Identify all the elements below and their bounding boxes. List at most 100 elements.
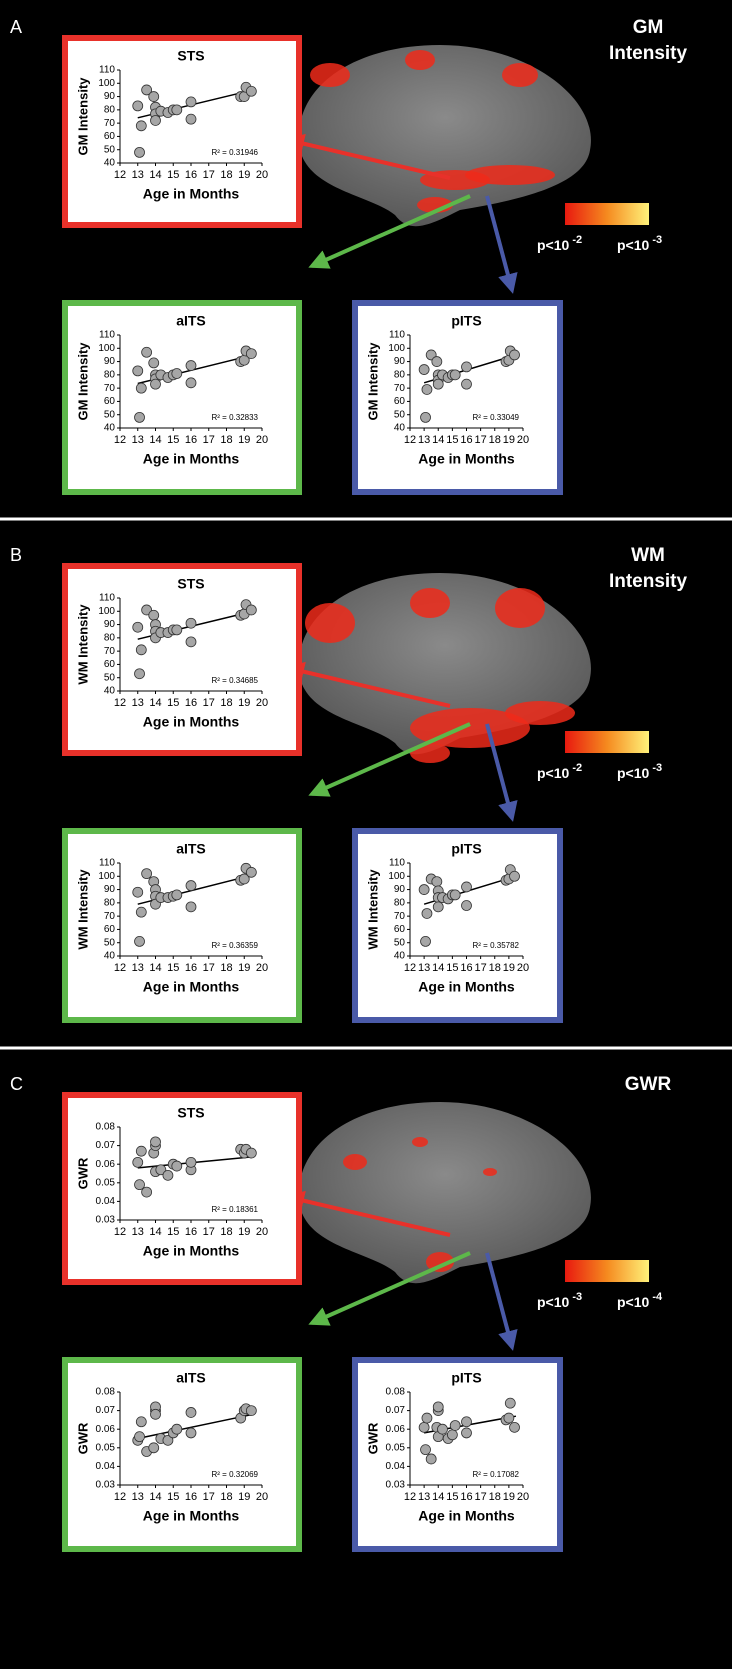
point [135,1145,147,1157]
point [185,880,197,891]
x-tick-label: 20 [256,962,268,974]
r-squared: R² = 0.33049 [473,413,520,422]
arrow [284,1190,451,1237]
colorbar-label: p<10 -2 [537,234,582,253]
r-squared: R² = 0.32833 [212,413,259,422]
panel-letter: C [10,1074,23,1094]
x-axis-label: Age in Months [143,186,240,202]
plot-title: pITS [451,313,481,329]
colorbar [565,203,649,225]
point [185,1427,197,1439]
point [171,104,183,116]
activation [505,701,575,725]
point [134,1431,145,1443]
point [461,378,472,390]
plot-frame [62,35,302,228]
y-tick-label: 100 [98,606,115,617]
activation [502,63,538,87]
x-tick-label: 14 [149,169,161,181]
y-tick-label: 60 [104,131,116,142]
activation [305,603,355,643]
x-axis-label: Age in Months [418,1508,515,1524]
panel-letter: B [10,545,22,565]
colorbar-exponent: -3 [652,234,662,246]
y-tick-label: 40 [104,158,116,169]
x-tick-label: 14 [432,1491,444,1503]
colorbar-base: p<10 [617,1294,650,1310]
x-tick-label: 17 [203,1491,215,1503]
arrow [308,722,471,797]
x-tick-label: 17 [475,434,487,446]
y-tick-label: 50 [394,409,406,420]
point [134,1179,145,1191]
x-axis-label: Age in Months [143,1243,240,1259]
point [185,96,197,108]
x-axis-label: Age in Months [143,714,240,730]
arrow [485,1252,518,1351]
y-tick-label: 60 [104,924,116,935]
panel-title: Intensity [609,43,688,64]
point [245,866,257,878]
point [134,935,145,947]
x-tick-label: 18 [220,1491,232,1503]
y-tick-label: 40 [104,686,116,697]
plot-frame [62,828,302,1023]
y-tick-label: 0.05 [96,1177,116,1188]
x-tick-label: 12 [114,1226,126,1238]
point [135,906,147,918]
point [421,1412,433,1424]
y-tick-label: 70 [394,911,406,922]
x-tick-label: 18 [489,1491,501,1503]
trend-line [137,1413,254,1440]
y-tick-label: 90 [104,91,116,102]
y-tick-label: 0.08 [386,1387,406,1398]
point [245,1147,257,1159]
plot-title: pITS [451,1370,481,1386]
arrow [284,661,451,708]
point [418,884,430,895]
point [503,1412,515,1424]
y-axis-label: GM Intensity [75,77,90,156]
x-tick-label: 19 [238,169,250,181]
y-tick-label: 100 [98,343,115,354]
y-tick-label: 40 [394,423,406,434]
y-tick-label: 110 [389,858,405,869]
x-tick-label: 19 [238,434,250,446]
y-tick-label: 70 [104,911,116,922]
arrow [308,1251,471,1326]
y-tick-label: 80 [104,632,116,643]
x-tick-label: 15 [446,962,458,974]
colorbar-exponent: -2 [572,762,582,774]
y-tick-label: 70 [394,383,406,394]
x-tick-label: 17 [203,697,215,709]
point [141,1186,153,1198]
x-tick-label: 13 [418,434,430,446]
point [141,346,153,358]
x-tick-label: 14 [149,1491,161,1503]
y-tick-label: 0.05 [96,1442,116,1453]
point [141,868,153,880]
x-tick-label: 16 [185,434,197,446]
arrow [308,194,471,269]
panel-title: GM [633,17,664,38]
activation [310,63,350,87]
plot-frame [62,563,302,756]
x-tick-label: 18 [220,962,232,974]
x-tick-label: 15 [446,434,458,446]
r-squared: R² = 0.18361 [212,1205,259,1214]
y-tick-label: 70 [104,383,116,394]
x-tick-label: 16 [185,169,197,181]
x-tick-label: 20 [256,1226,268,1238]
point [150,115,161,126]
point [185,377,197,389]
y-tick-label: 50 [104,937,116,948]
x-tick-label: 17 [203,962,215,974]
y-tick-label: 110 [99,593,115,604]
point [148,609,160,621]
plot-frame [62,300,302,495]
point [437,1423,448,1435]
y-axis-label: WM Intensity [365,869,380,950]
x-tick-label: 13 [132,169,144,181]
x-tick-label: 14 [149,697,161,709]
point [185,113,197,125]
